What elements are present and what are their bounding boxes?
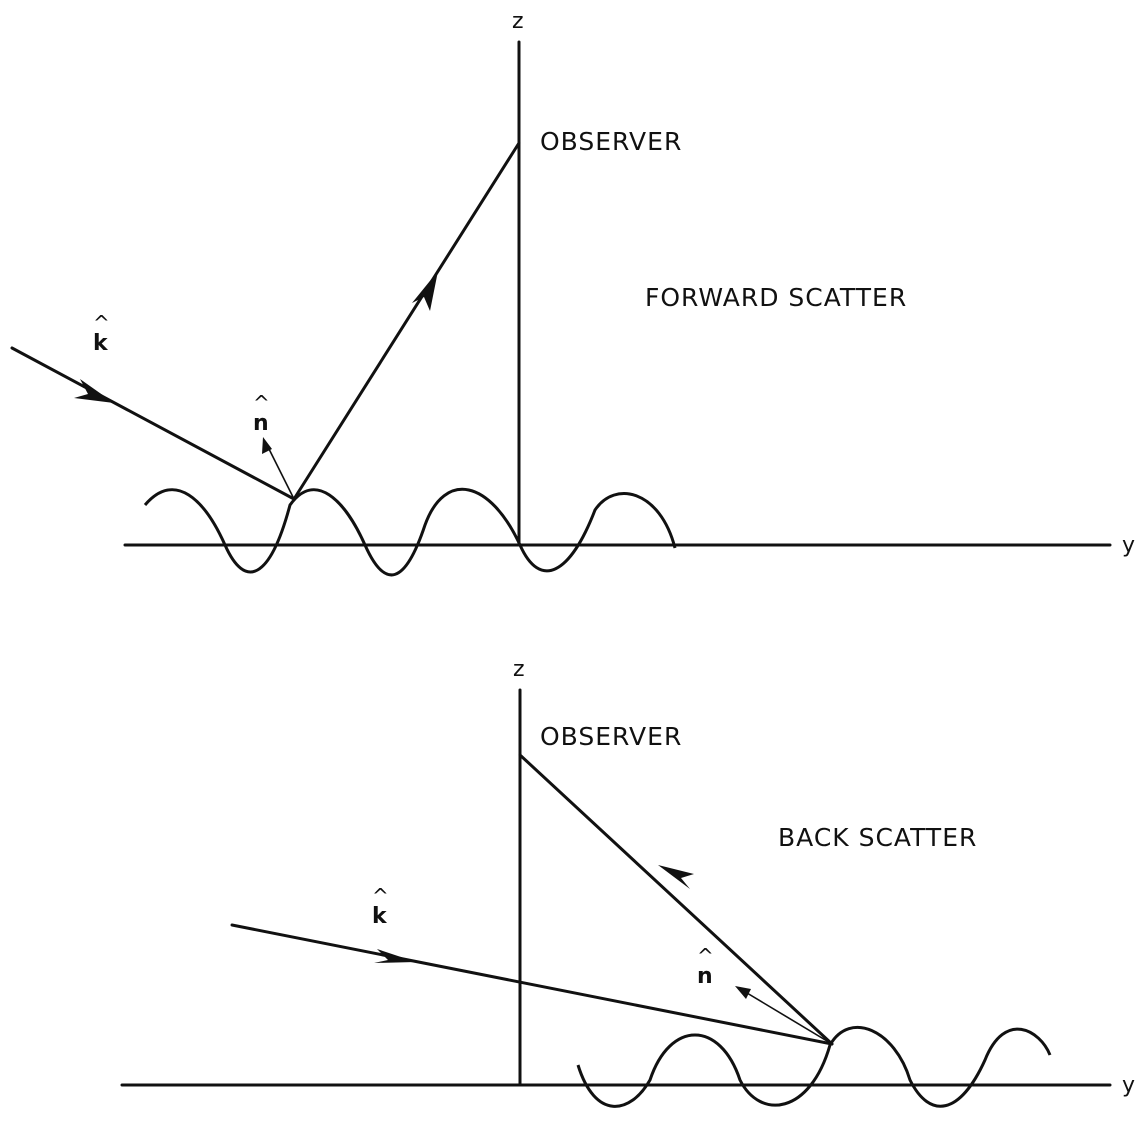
top-observer-label: OBSERVER bbox=[540, 127, 682, 156]
top-scattered-arrowhead bbox=[412, 271, 438, 311]
top-k-hat: ^ bbox=[93, 311, 110, 335]
top-normal-arrowhead bbox=[262, 437, 272, 454]
top-z-axis-label: z bbox=[512, 9, 524, 34]
bottom-normal-arrowhead bbox=[735, 986, 751, 999]
bottom-normal-vector bbox=[741, 989, 833, 1045]
bottom-observer-label: OBSERVER bbox=[540, 722, 682, 751]
forward-scatter-label: FORWARD SCATTER bbox=[645, 283, 907, 312]
top-incident-vector-label: k bbox=[93, 331, 109, 356]
top-rough-surface bbox=[143, 487, 677, 577]
top-scattered-ray bbox=[292, 141, 521, 501]
top-incident-ray bbox=[10, 346, 296, 501]
bottom-k-hat: ^ bbox=[372, 884, 389, 908]
bottom-n-hat: ^ bbox=[697, 944, 714, 968]
top-y-axis-label: y bbox=[1122, 533, 1135, 558]
bottom-incident-ray bbox=[230, 923, 834, 1046]
bottom-y-axis-label: y bbox=[1122, 1073, 1135, 1098]
bottom-incident-vector-label: k bbox=[372, 904, 388, 929]
top-incident-arrowhead bbox=[74, 379, 114, 403]
bottom-z-axis-label: z bbox=[513, 657, 525, 682]
top-normal-vector bbox=[265, 442, 295, 500]
bottom-scattered-arrowhead bbox=[658, 865, 694, 889]
bottom-scattered-ray bbox=[518, 753, 834, 1046]
top-n-hat: ^ bbox=[253, 391, 270, 415]
bottom-rough-surface bbox=[576, 1025, 1052, 1108]
forward-scatter-panel: z y ^ k ^ n OBSERVER FORWARD SCATTER bbox=[10, 9, 1135, 577]
bottom-incident-arrowhead bbox=[374, 949, 416, 963]
back-scatter-label: BACK SCATTER bbox=[778, 823, 977, 852]
back-scatter-panel: z y ^ k ^ n OBSERVER BACK SCATTER bbox=[120, 657, 1135, 1108]
bottom-normal-vector-label: n bbox=[697, 964, 713, 989]
top-normal-vector-label: n bbox=[253, 411, 269, 436]
